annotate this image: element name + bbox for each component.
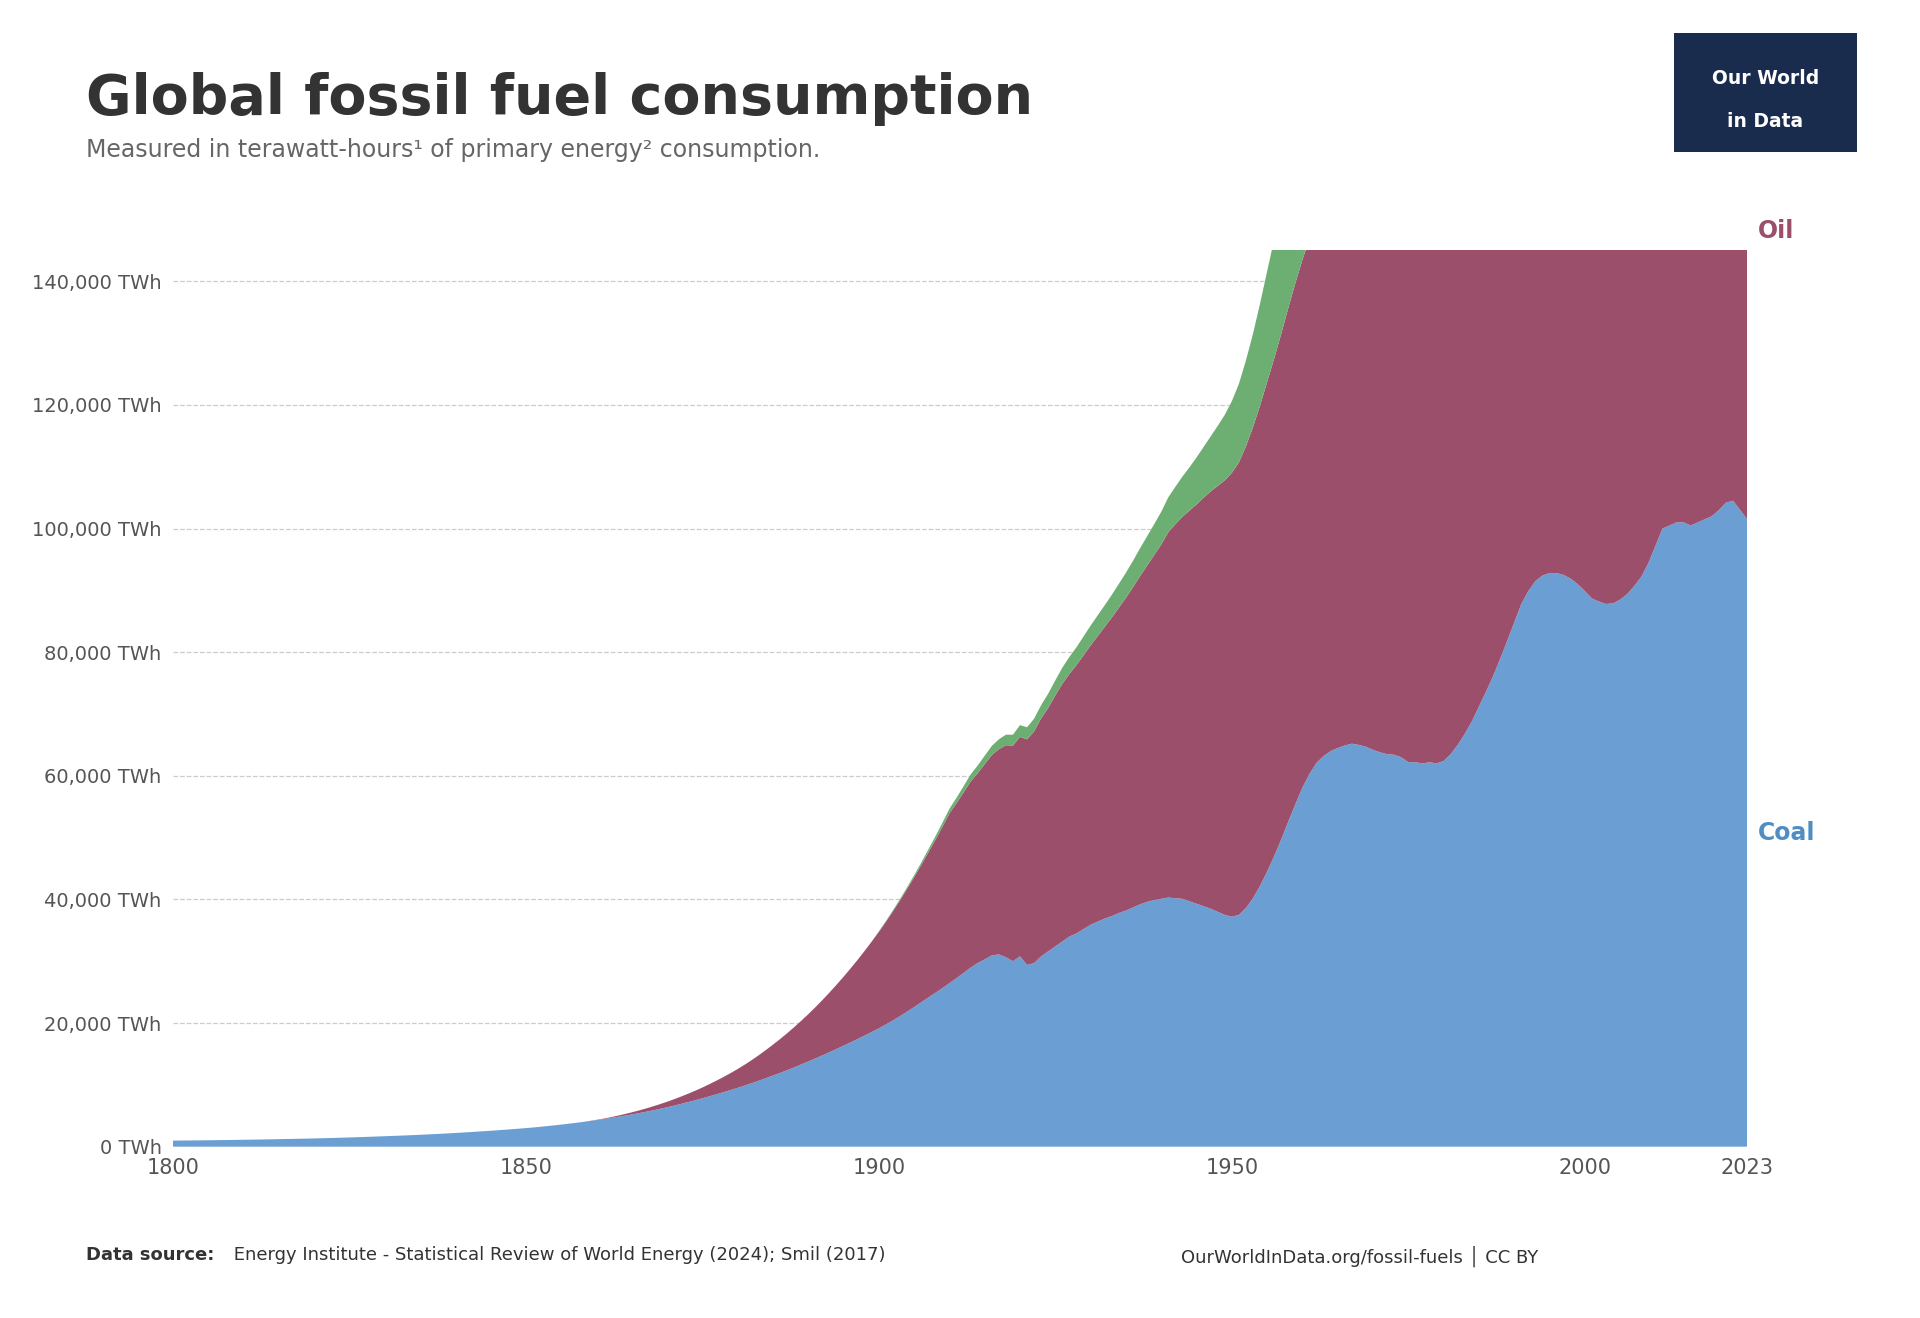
Text: Coal: Coal: [1759, 821, 1814, 845]
Text: OurWorldInData.org/fossil-fuels │ CC BY: OurWorldInData.org/fossil-fuels │ CC BY: [1181, 1246, 1538, 1267]
Text: in Data: in Data: [1728, 112, 1803, 132]
Text: Oil: Oil: [1759, 219, 1793, 244]
Text: Global fossil fuel consumption: Global fossil fuel consumption: [86, 72, 1033, 127]
Text: Measured in terawatt-hours¹ of primary energy² consumption.: Measured in terawatt-hours¹ of primary e…: [86, 138, 820, 162]
Text: Data source:: Data source:: [86, 1246, 215, 1264]
Text: Energy Institute - Statistical Review of World Energy (2024); Smil (2017): Energy Institute - Statistical Review of…: [228, 1246, 885, 1264]
Text: Our World: Our World: [1713, 69, 1818, 87]
